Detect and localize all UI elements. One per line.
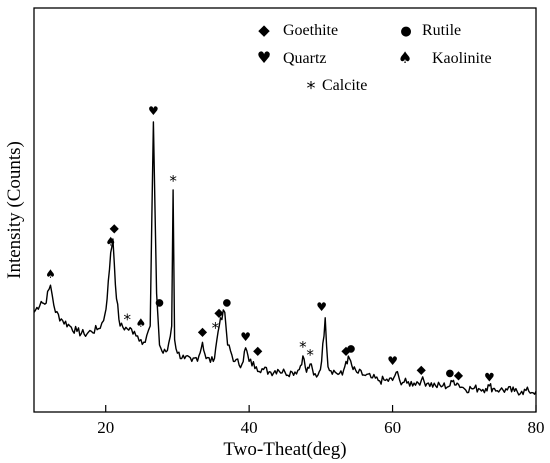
peak-marker-diamond-icon: ◆ — [454, 368, 464, 382]
peak-marker-heart-icon: ♥ — [240, 330, 251, 344]
xrd-pattern-line — [33, 121, 537, 396]
legend-asterisk-icon: * — [307, 78, 316, 99]
x-tick-label: 20 — [97, 418, 114, 437]
x-axis-label: Two-Theat(deg) — [223, 439, 346, 460]
peak-marker-asterisk-icon: * — [212, 319, 220, 337]
peak-marker-diamond-icon: ◆ — [253, 343, 263, 357]
legend-diamond-icon: ◆ — [258, 21, 270, 39]
peak-marker-circle-icon: ● — [155, 297, 164, 308]
legend-label-calcite: Calcite — [322, 77, 367, 94]
peak-marker-heart-icon: ♥ — [148, 104, 159, 118]
peak-marker-diamond-icon: ◆ — [417, 362, 427, 376]
peak-marker-heart-icon: ♥ — [484, 371, 495, 385]
peak-marker-spade-icon: ♠ — [136, 316, 147, 330]
peak-marker-spade-icon: ♠ — [105, 235, 116, 249]
peak-marker-diamond-icon: ◆ — [214, 305, 224, 319]
peak-marker-diamond-icon: ◆ — [110, 221, 120, 235]
peak-marker-asterisk-icon: * — [169, 172, 177, 190]
peak-marker-circle-icon: ● — [446, 368, 455, 379]
peak-marker-asterisk-icon: * — [123, 311, 131, 329]
peak-marker-circle-icon: ● — [223, 297, 232, 308]
legend-label-goethite: Goethite — [283, 22, 338, 39]
x-ticks — [105, 405, 537, 412]
peak-marker-heart-icon: ♥ — [387, 354, 398, 368]
legend-spade-icon: ♠ — [398, 48, 412, 67]
x-tick-label: 60 — [384, 418, 401, 437]
y-axis-label: Intensity (Counts) — [4, 141, 25, 279]
x-tick-label: 40 — [241, 418, 258, 437]
peak-marker-asterisk-icon: * — [299, 338, 307, 356]
peak-marker-asterisk-icon: * — [306, 346, 314, 364]
peak-marker-diamond-icon: ◆ — [341, 343, 351, 357]
plot-frame — [33, 7, 537, 413]
legend-circle-icon: ● — [400, 24, 411, 39]
peak-marker-spade-icon: ♠ — [45, 267, 56, 281]
x-tick-labels: 20 40 60 80 — [97, 418, 544, 437]
peak-marker-heart-icon: ♥ — [316, 300, 327, 314]
x-tick-label: 80 — [528, 418, 545, 437]
legend-heart-icon: ♥ — [257, 48, 271, 67]
legend-label-kaolinite: Kaolinite — [432, 50, 492, 67]
peak-marker-circle-icon: ● — [347, 344, 356, 355]
peak-markers: ♠♠◆* ♠♥●*◆ *◆●♥◆ * *♥◆●♥◆ ● ◆ ♥ — [45, 104, 495, 385]
legend-label-rutile: Rutile — [422, 22, 461, 39]
peak-marker-diamond-icon: ◆ — [198, 324, 208, 338]
legend-label-quartz: Quartz — [283, 50, 327, 67]
legend: ◆ Goethite ● Rutile ♥ Quartz ♠ Kaolinite… — [257, 21, 492, 99]
